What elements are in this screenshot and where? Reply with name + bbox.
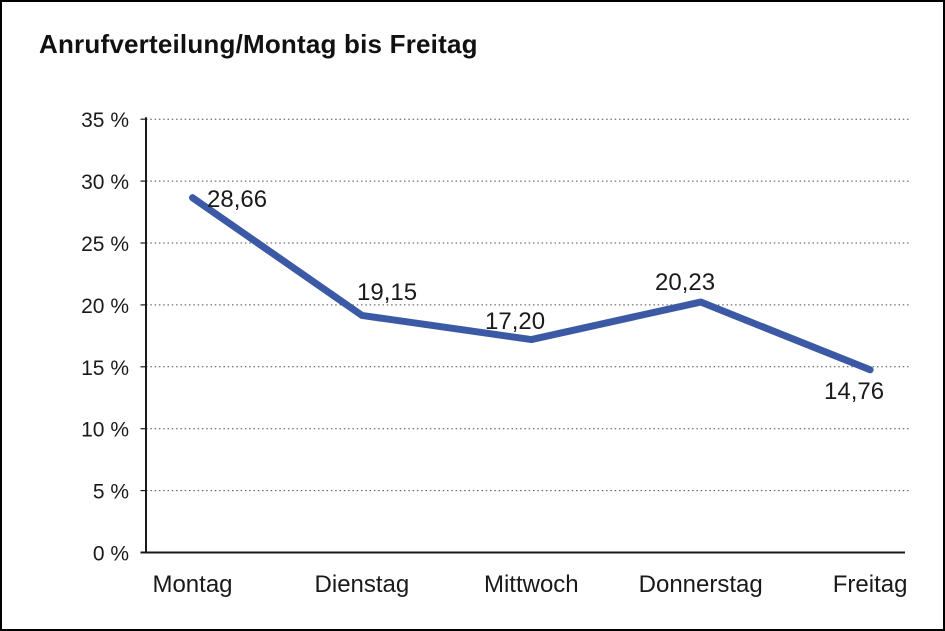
y-axis-tick-label: 5 % <box>93 481 129 504</box>
y-axis-tick-label: 20 % <box>81 295 129 318</box>
y-axis-tick-label: 30 % <box>81 171 129 194</box>
data-point-label: 14,76 <box>824 378 884 405</box>
data-point-label: 17,20 <box>485 308 545 335</box>
x-axis-tick-label: Dienstag <box>315 571 410 598</box>
y-axis-tick-label: 10 % <box>81 419 129 442</box>
x-axis-tick-label: Freitag <box>833 571 908 598</box>
data-point-label: 20,23 <box>655 269 715 296</box>
data-point-label: 19,15 <box>357 279 417 306</box>
y-axis-tick-label: 15 % <box>81 357 129 380</box>
y-axis-tick-label: 0 % <box>93 543 129 566</box>
y-axis-tick-label: 25 % <box>81 233 129 256</box>
x-axis-tick-label: Donnerstag <box>639 571 763 598</box>
x-axis-tick-label: Mittwoch <box>484 571 579 598</box>
data-point-label: 28,66 <box>207 186 267 213</box>
chart-title: Anrufverteilung/Montag bis Freitag <box>39 29 478 59</box>
y-axis-tick-label: 35 % <box>81 109 129 132</box>
series-polyline <box>189 194 874 374</box>
x-axis-tick-label: Montag <box>152 571 232 598</box>
